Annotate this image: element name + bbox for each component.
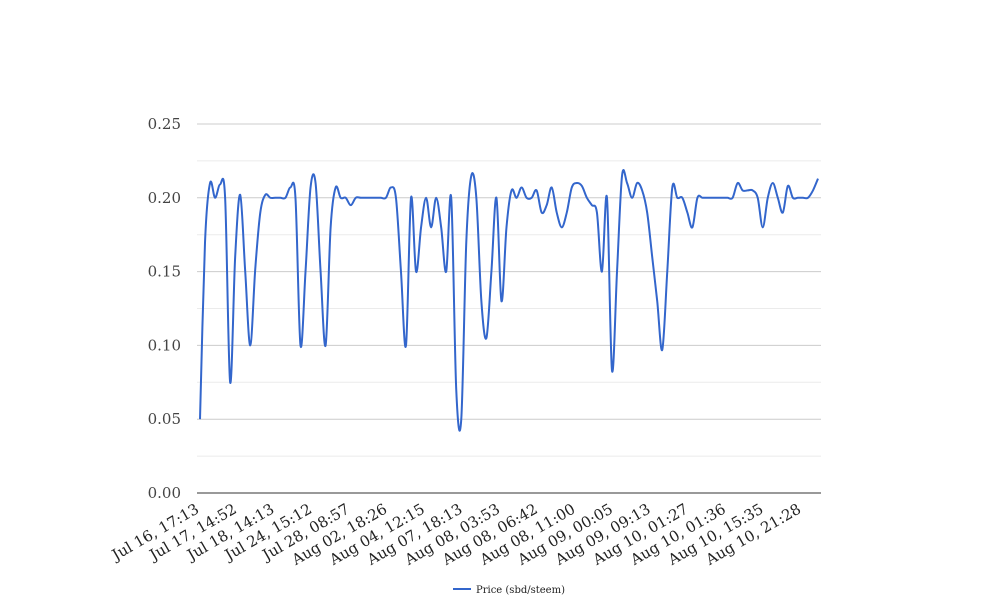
y-tick-label: 0.10 <box>148 336 181 354</box>
series-line-price <box>199 169 819 432</box>
chart-legend: Price (sbd/steem) <box>453 585 565 596</box>
y-tick-label: 0.00 <box>148 484 181 502</box>
y-tick-label: 0.05 <box>148 410 181 428</box>
y-tick-label: 0.25 <box>148 115 181 133</box>
chart-series <box>199 169 819 432</box>
y-tick-label: 0.20 <box>148 189 181 207</box>
chart-gridlines <box>197 123 821 457</box>
legend-label: Price (sbd/steem) <box>476 585 565 596</box>
y-tick-label: 0.15 <box>148 263 181 281</box>
y-axis-tick-labels: 0.00 0.05 0.10 0.15 0.20 0.25 <box>148 115 181 502</box>
